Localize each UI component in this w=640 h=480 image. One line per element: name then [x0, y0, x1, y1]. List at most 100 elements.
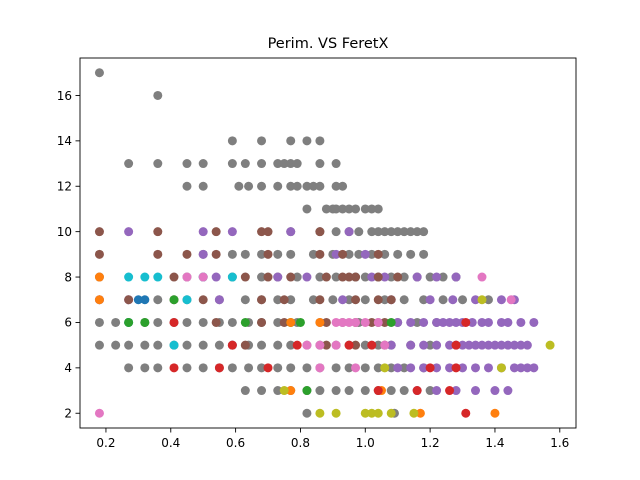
data-point — [344, 272, 354, 282]
data-point — [483, 317, 493, 327]
data-point — [321, 204, 331, 214]
data-point — [516, 317, 526, 327]
points-layer — [94, 68, 555, 418]
data-point — [338, 249, 348, 259]
x-tick-label: 0.8 — [291, 436, 310, 450]
data-point — [302, 340, 312, 350]
data-point — [432, 272, 442, 282]
data-point — [399, 227, 409, 237]
data-point — [360, 249, 370, 259]
data-point — [419, 340, 429, 350]
data-point — [380, 340, 390, 350]
data-point — [483, 340, 493, 350]
data-point — [240, 317, 250, 327]
data-point — [367, 340, 377, 350]
data-point — [214, 340, 224, 350]
data-point — [445, 386, 455, 396]
x-tick-label: 1.6 — [550, 436, 569, 450]
data-point — [464, 340, 474, 350]
data-point — [451, 363, 461, 373]
data-point — [302, 272, 312, 282]
data-point — [373, 386, 383, 396]
data-point — [477, 317, 487, 327]
data-point — [344, 386, 354, 396]
data-point — [467, 317, 477, 327]
data-point — [367, 249, 377, 259]
data-point — [257, 249, 267, 259]
data-point — [94, 68, 104, 78]
data-point — [140, 295, 150, 305]
data-point — [412, 227, 422, 237]
data-point — [331, 227, 341, 237]
data-point — [360, 386, 370, 396]
data-point — [315, 295, 325, 305]
data-point — [503, 317, 513, 327]
data-point — [308, 249, 318, 259]
y-tick-label: 12 — [57, 180, 72, 194]
data-point — [448, 295, 458, 305]
data-point — [373, 408, 383, 418]
data-point — [169, 363, 179, 373]
data-point — [386, 386, 396, 396]
data-point — [133, 295, 143, 305]
data-point — [214, 363, 224, 373]
data-point — [360, 204, 370, 214]
data-point — [286, 386, 296, 396]
data-point — [227, 227, 237, 237]
data-point — [503, 386, 513, 396]
data-point — [351, 363, 361, 373]
data-point — [331, 363, 341, 373]
data-point — [522, 363, 532, 373]
data-point — [516, 363, 526, 373]
data-point — [419, 249, 429, 259]
data-point — [198, 340, 208, 350]
data-point — [373, 272, 383, 282]
data-point — [393, 249, 403, 259]
data-point — [386, 227, 396, 237]
data-point — [432, 317, 442, 327]
data-point — [211, 249, 221, 259]
data-point — [412, 386, 422, 396]
data-point — [182, 295, 192, 305]
data-point — [227, 249, 237, 259]
chart-title: Perim. VS FeretX — [268, 36, 389, 52]
data-point — [257, 317, 267, 327]
data-point — [94, 249, 104, 259]
data-point — [279, 386, 289, 396]
data-point — [367, 227, 377, 237]
data-point — [425, 272, 435, 282]
data-point — [273, 249, 283, 259]
data-point — [461, 317, 471, 327]
data-point — [477, 340, 487, 350]
data-point — [331, 204, 341, 214]
data-point — [380, 363, 390, 373]
data-point — [451, 317, 461, 327]
data-point — [386, 295, 396, 305]
data-point — [308, 181, 318, 191]
data-point — [153, 249, 163, 259]
data-point — [273, 295, 283, 305]
data-point — [490, 386, 500, 396]
data-point — [483, 363, 493, 373]
data-point — [367, 272, 377, 282]
data-point — [273, 272, 283, 282]
data-point — [198, 295, 208, 305]
data-point — [351, 317, 361, 327]
data-point — [240, 272, 250, 282]
data-point — [360, 272, 370, 282]
data-point — [432, 340, 442, 350]
data-point — [302, 408, 312, 418]
data-point — [279, 317, 289, 327]
data-point — [399, 272, 409, 282]
data-point — [471, 363, 480, 373]
data-point — [153, 90, 163, 100]
data-point — [286, 340, 296, 350]
x-tick-label: 1.2 — [421, 436, 440, 450]
data-point — [153, 363, 163, 373]
data-point — [257, 181, 267, 191]
data-point — [124, 272, 134, 282]
data-point — [338, 272, 348, 282]
data-point — [373, 363, 383, 373]
data-point — [367, 317, 377, 327]
data-point — [393, 272, 403, 282]
